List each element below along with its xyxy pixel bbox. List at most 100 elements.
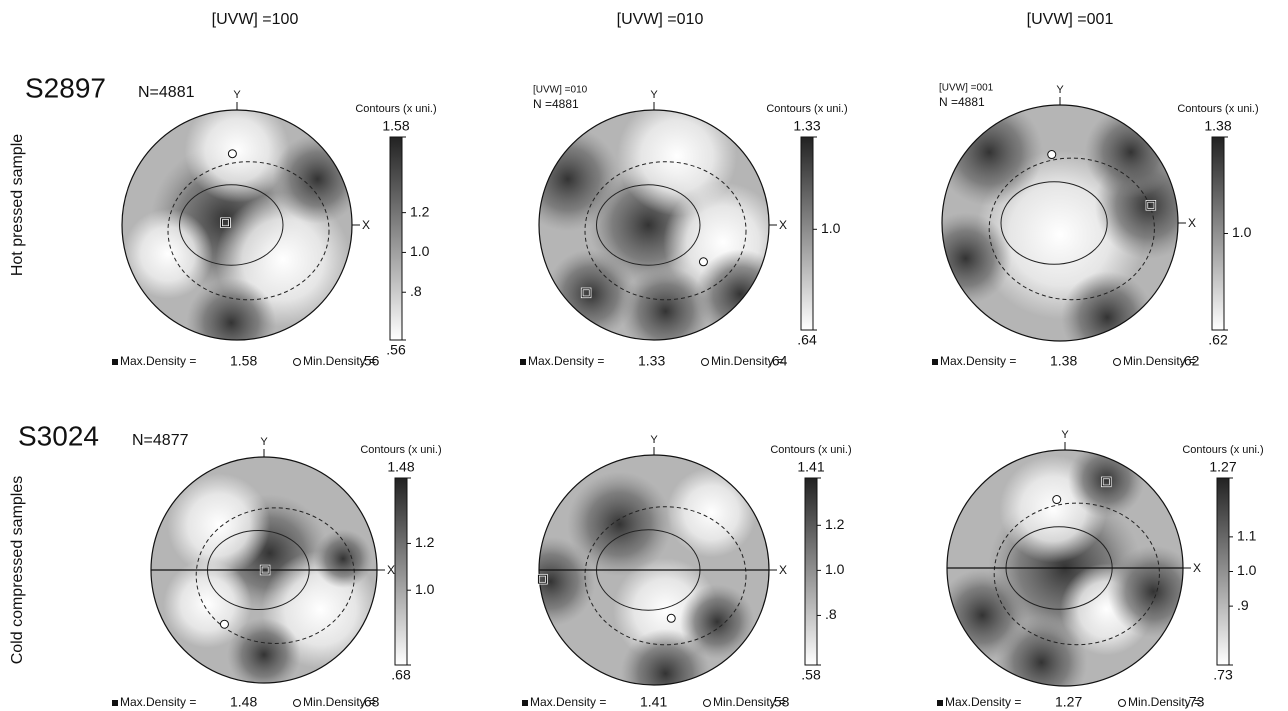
colorbar [389, 136, 403, 341]
max-key [112, 700, 118, 706]
min-label: Min.Density = [713, 695, 786, 709]
density-map [947, 450, 1183, 686]
density-blob [1107, 545, 1183, 638]
min-label: Min.Density = [1123, 354, 1196, 368]
density-blob [1061, 271, 1154, 341]
max-marker [1101, 477, 1111, 487]
density-blob [1084, 106, 1177, 199]
max-marker [537, 574, 547, 584]
colorbar-label: 1.48 [387, 459, 414, 475]
colorbar-label: 1.0 [1237, 562, 1257, 578]
density-blob [1067, 450, 1145, 518]
density-blob [617, 110, 737, 216]
colorbar-label: .68 [391, 667, 411, 683]
min-value: .62 [1180, 353, 1200, 369]
colorbar-label: 1.0 [415, 581, 435, 597]
max-key [522, 700, 528, 706]
density-blob [942, 105, 1043, 206]
min-key [1118, 699, 1126, 707]
axis-label: X [387, 563, 395, 577]
colorbar-label: .9 [1237, 597, 1249, 613]
min-key [1113, 358, 1121, 366]
colorbar-label: .73 [1213, 667, 1233, 683]
contour [179, 184, 284, 266]
density-blob [666, 467, 757, 558]
max-marker [260, 565, 270, 575]
density-blob [186, 277, 277, 340]
inset-label: N =4881 [533, 97, 579, 111]
density-blob [539, 126, 621, 232]
density-blob [679, 584, 755, 660]
max-value: 1.27 [1055, 694, 1082, 710]
axis-label: Y [650, 89, 658, 101]
row-label: Hot pressed sample [9, 134, 26, 276]
max-key [520, 359, 526, 365]
contour [167, 161, 330, 301]
max-label: Max.Density = [120, 354, 196, 368]
colorbar-title: Contours (x uni.) [766, 103, 847, 115]
min-marker [1047, 150, 1057, 160]
min-label: Min.Density = [1128, 695, 1201, 709]
density-map [539, 110, 769, 340]
column-header: [UVW] =100 [212, 11, 299, 28]
max-label: Max.Density = [120, 695, 196, 709]
density-blob [942, 212, 1012, 305]
colorbar-label: 1.58 [382, 118, 409, 134]
density-map [122, 110, 352, 340]
sample-name: S3024 [18, 420, 99, 451]
max-marker [221, 218, 230, 228]
row-label: Cold compressed samples [9, 476, 26, 665]
density-blob [167, 473, 271, 577]
inset-label: [UVW] =001 [939, 83, 994, 94]
column-header: [UVW] =001 [1027, 11, 1114, 28]
sample-count: N=4877 [132, 432, 189, 449]
min-value: .73 [1185, 694, 1205, 710]
axis-label: X [1188, 216, 1196, 230]
min-key [703, 699, 711, 707]
axis-label: X [779, 563, 787, 577]
min-label: Min.Density = [303, 354, 376, 368]
min-value: .64 [768, 353, 788, 369]
colorbar [804, 477, 818, 666]
min-key [701, 358, 709, 366]
colorbar [1211, 136, 1225, 331]
colorbar-label: 1.2 [410, 203, 430, 219]
density-blob [620, 266, 711, 340]
density-blob [539, 536, 596, 627]
max-key [937, 700, 943, 706]
axis-label: X [362, 218, 370, 232]
max-label: Max.Density = [945, 695, 1021, 709]
max-value: 1.41 [640, 694, 667, 710]
max-value: 1.58 [230, 353, 257, 369]
min-value: .56 [360, 353, 380, 369]
density-blob [313, 529, 373, 589]
colorbar-label: .56 [386, 342, 406, 358]
pole-figure: Y X Contours (x uni.) 1.41 1.2 1.0 .8 .58 Max.De… [522, 434, 852, 710]
colorbar-label: 1.0 [410, 243, 430, 259]
inset-label: [UVW] =010 [533, 85, 588, 96]
min-value: .68 [360, 694, 380, 710]
min-marker [227, 149, 237, 159]
axis-label: Y [1056, 84, 1064, 96]
colorbar-label: 1.33 [793, 118, 820, 134]
max-value: 1.38 [1050, 353, 1077, 369]
density-blob [227, 618, 301, 683]
colorbar-label: 1.2 [415, 534, 435, 550]
colorbar-label: .8 [410, 283, 422, 299]
contour [1000, 181, 1108, 265]
sample-count: N=4881 [138, 84, 195, 101]
density-blob [272, 134, 352, 224]
max-marker [581, 288, 591, 298]
colorbar-label: 1.38 [1204, 118, 1231, 134]
colorbar-title: Contours (x uni.) [360, 444, 441, 456]
colorbar-title: Contours (x uni.) [770, 444, 851, 456]
max-label: Max.Density = [528, 354, 604, 368]
min-marker [219, 619, 229, 629]
min-label: Min.Density = [711, 354, 784, 368]
inset-label: N =4881 [939, 95, 985, 109]
colorbar-label: .58 [801, 667, 821, 683]
axis-label: Y [1061, 429, 1069, 441]
pole-figure: Y X Contours (x uni.) 1.58 1.2 1.0 .8 .56 Max.De… [112, 89, 437, 369]
